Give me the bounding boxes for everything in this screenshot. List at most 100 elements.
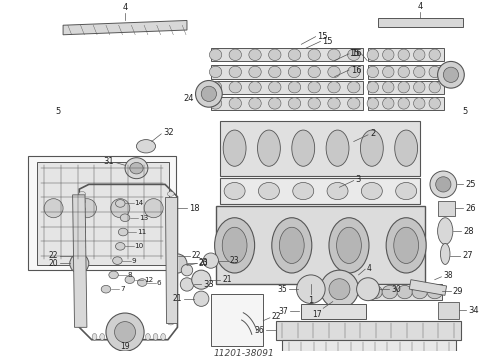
Ellipse shape: [383, 49, 394, 60]
Ellipse shape: [308, 49, 320, 60]
Ellipse shape: [288, 98, 301, 109]
Ellipse shape: [168, 229, 174, 234]
Text: 2: 2: [370, 129, 375, 138]
Ellipse shape: [107, 333, 112, 340]
Ellipse shape: [79, 305, 85, 310]
Text: 37: 37: [278, 307, 288, 316]
Ellipse shape: [125, 158, 148, 179]
Circle shape: [111, 199, 130, 218]
Ellipse shape: [168, 222, 174, 226]
Circle shape: [296, 275, 325, 303]
Text: 16: 16: [351, 66, 362, 75]
Ellipse shape: [209, 49, 222, 60]
Ellipse shape: [397, 285, 413, 299]
Text: 21: 21: [222, 275, 232, 284]
Circle shape: [320, 270, 359, 308]
Ellipse shape: [328, 66, 340, 78]
Ellipse shape: [137, 279, 147, 286]
Ellipse shape: [308, 66, 320, 78]
Ellipse shape: [168, 244, 174, 249]
Ellipse shape: [125, 276, 135, 283]
Ellipse shape: [168, 305, 174, 310]
Bar: [378, 18, 464, 27]
Circle shape: [168, 254, 187, 273]
Ellipse shape: [249, 81, 261, 93]
Bar: [216, 206, 425, 284]
Text: 9: 9: [132, 258, 136, 264]
Ellipse shape: [269, 66, 281, 78]
Bar: [211, 294, 263, 346]
Bar: [220, 178, 420, 204]
Text: 34: 34: [468, 306, 479, 315]
Ellipse shape: [279, 227, 304, 264]
Ellipse shape: [382, 285, 397, 299]
Ellipse shape: [168, 297, 174, 302]
Ellipse shape: [224, 183, 245, 200]
Ellipse shape: [79, 252, 85, 257]
Ellipse shape: [383, 81, 394, 93]
Circle shape: [201, 86, 217, 102]
Ellipse shape: [138, 333, 143, 340]
Text: 19: 19: [120, 342, 130, 351]
Ellipse shape: [269, 81, 281, 93]
Ellipse shape: [347, 81, 360, 93]
Ellipse shape: [429, 81, 441, 93]
Ellipse shape: [130, 162, 143, 174]
Ellipse shape: [168, 214, 174, 219]
Circle shape: [443, 67, 459, 82]
Bar: [301, 303, 366, 319]
Text: 33: 33: [203, 280, 214, 289]
Ellipse shape: [361, 130, 383, 166]
Ellipse shape: [398, 66, 410, 78]
Ellipse shape: [92, 333, 97, 340]
Ellipse shape: [79, 244, 85, 249]
Ellipse shape: [209, 98, 222, 109]
Ellipse shape: [337, 227, 361, 264]
Ellipse shape: [79, 192, 85, 196]
Ellipse shape: [168, 192, 174, 196]
Ellipse shape: [100, 333, 104, 340]
Circle shape: [357, 278, 379, 301]
Text: 26: 26: [465, 204, 476, 213]
Ellipse shape: [292, 130, 315, 166]
Ellipse shape: [308, 98, 320, 109]
Ellipse shape: [398, 49, 410, 60]
Ellipse shape: [367, 49, 378, 60]
Ellipse shape: [223, 130, 246, 166]
Text: 29: 29: [453, 287, 464, 296]
Circle shape: [194, 291, 209, 306]
Text: 4: 4: [418, 2, 423, 11]
Polygon shape: [63, 21, 187, 35]
Bar: [438, 302, 459, 319]
Ellipse shape: [229, 81, 242, 93]
Ellipse shape: [168, 237, 174, 242]
Ellipse shape: [209, 66, 222, 78]
Text: 1: 1: [308, 296, 314, 305]
Text: 11: 11: [137, 229, 147, 235]
Circle shape: [438, 62, 465, 88]
Text: 15: 15: [322, 37, 333, 46]
Ellipse shape: [326, 130, 349, 166]
Ellipse shape: [119, 228, 128, 236]
Text: 24: 24: [183, 94, 194, 103]
Circle shape: [180, 278, 194, 291]
Text: 20: 20: [49, 259, 58, 268]
Ellipse shape: [257, 130, 280, 166]
Bar: [211, 48, 363, 62]
Circle shape: [181, 265, 193, 276]
Bar: [211, 65, 363, 78]
Bar: [37, 162, 169, 265]
Ellipse shape: [79, 222, 85, 226]
Ellipse shape: [249, 66, 261, 78]
Circle shape: [196, 81, 222, 107]
Text: 30: 30: [391, 285, 401, 294]
Ellipse shape: [395, 130, 417, 166]
Ellipse shape: [383, 66, 394, 78]
Bar: [368, 97, 444, 110]
Bar: [220, 121, 420, 176]
Ellipse shape: [79, 275, 85, 279]
Ellipse shape: [414, 49, 425, 60]
Ellipse shape: [412, 285, 427, 299]
Ellipse shape: [441, 243, 450, 265]
Polygon shape: [73, 195, 87, 327]
